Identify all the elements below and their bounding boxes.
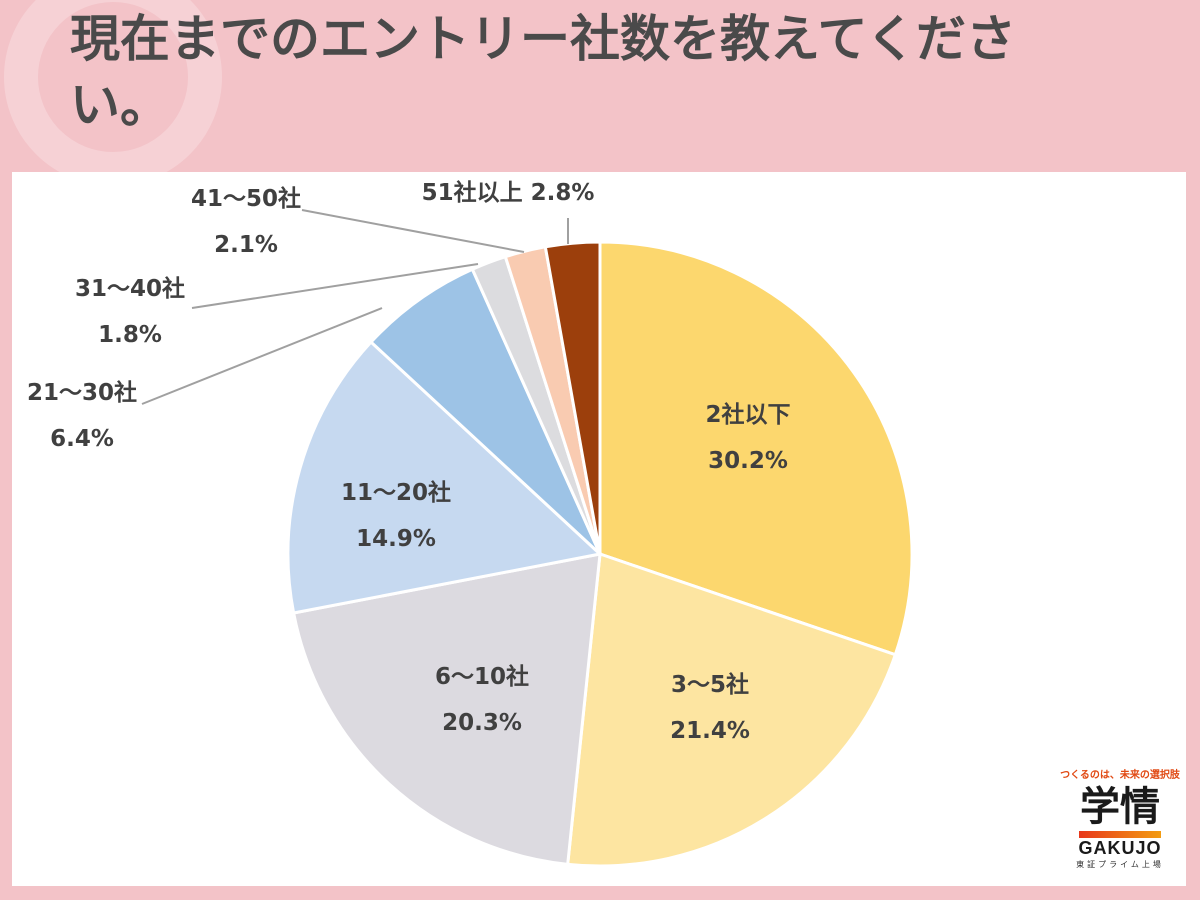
logo-bar (1079, 831, 1161, 838)
chart-panel: 2社以下 30.2% 3〜5社 21.4% 6〜10社 20.3% 11〜20社 14.9% 2… (12, 172, 1186, 886)
slice-value-label: 6.4% (50, 426, 114, 452)
slice-category-label: 11〜20社 (341, 479, 451, 506)
pie-slice (291, 552, 602, 866)
slice-category-label: 3〜5社 (671, 671, 749, 698)
page-title: 現在までのエントリー社数を教えてください。 (70, 10, 1016, 134)
leader-line (191, 263, 479, 309)
slice-category-label: 31〜40社 (75, 275, 185, 302)
leader-line (301, 209, 525, 253)
pie-slice (368, 267, 602, 556)
slice-value-label: 2.1% (214, 232, 278, 258)
logo-name: GAKUJO (1078, 838, 1162, 858)
slice-category-label: 21〜30社 (27, 379, 137, 406)
slice-label: 51社以上 2.8% (422, 179, 595, 206)
slice-category-label: 2社以下 (705, 401, 790, 428)
slice-category-label: 41〜50社 (191, 185, 301, 212)
slice-value-label: 21.4% (670, 718, 750, 744)
pie-chart: 2社以下 30.2% 3〜5社 21.4% 6〜10社 20.3% 11〜20社 14.9% 2… (27, 179, 914, 868)
slice-value-label: 20.3% (442, 710, 522, 736)
gakujo-logo: つくるのは、未来の選択肢 学情 GAKUJO 東証プライム上場 (1060, 766, 1180, 870)
slice-value-label: 1.8% (98, 322, 162, 348)
slice-category-label: 6〜10社 (435, 663, 529, 690)
logo-tagline: つくるのは、未来の選択肢 (1060, 770, 1180, 781)
pie-slice (286, 339, 604, 615)
logo-mark: 学情 (1080, 783, 1160, 830)
leader-line (141, 307, 383, 405)
pie-slice (598, 240, 914, 657)
pie-slice (566, 551, 898, 868)
logo-subline: 東証プライム上場 (1076, 860, 1164, 869)
slice-value-label: 14.9% (356, 526, 436, 552)
pie-slice (543, 240, 602, 555)
slice-value-label: 30.2% (708, 448, 788, 474)
